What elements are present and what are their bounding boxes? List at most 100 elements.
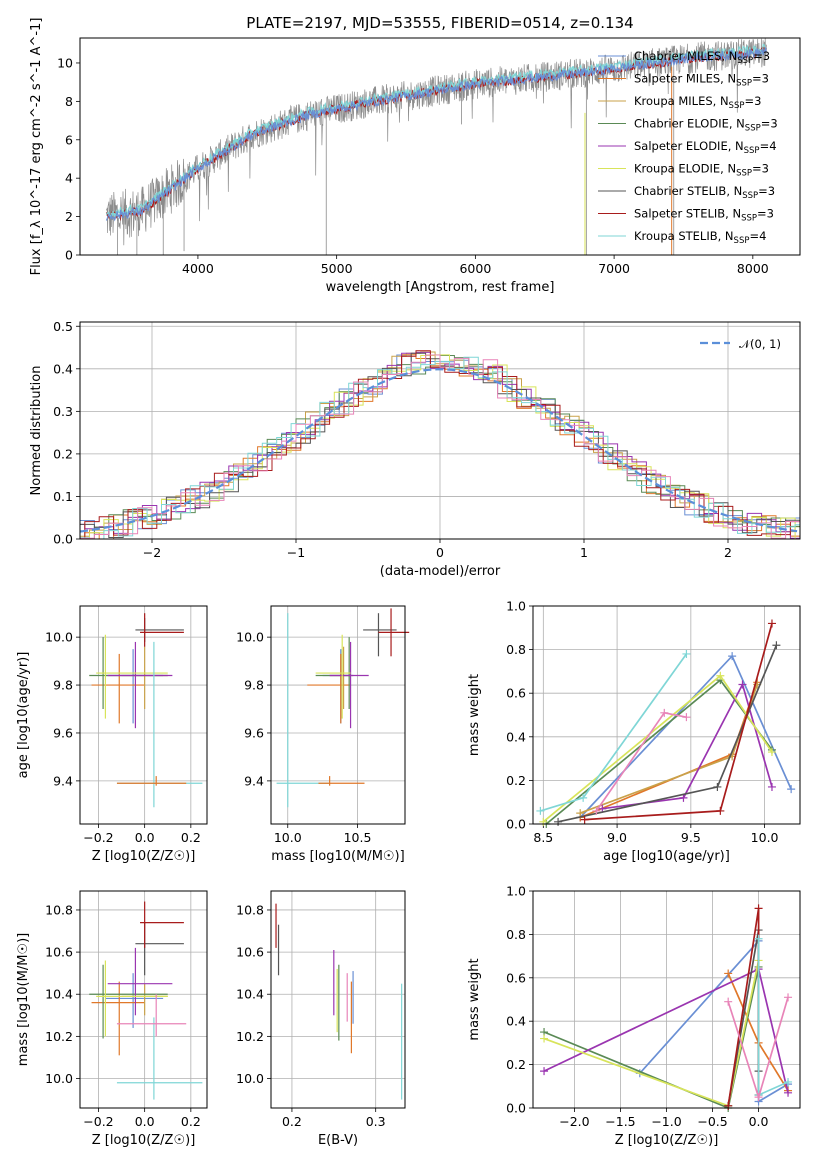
y-tick-label: 9.8 — [244, 678, 264, 693]
x-tick-label: 4000 — [182, 261, 214, 276]
y-tick-label: 9.6 — [244, 725, 264, 740]
panel-age-vs-Z: −0.2 0.0 0.2 9.4 9.6 9.8 10.0 Z [log10(Z/Z☉)] ag… — [16, 605, 208, 864]
x-tick-label: 0.0 — [749, 1114, 769, 1129]
weight-marker — [784, 993, 793, 1002]
y-tick-label: 10.4 — [45, 987, 73, 1002]
x-tick-label: 0.0 — [135, 1114, 155, 1129]
weight-marker — [660, 708, 669, 717]
x-axis-label: mass [log10(M/M☉)] — [271, 849, 404, 864]
legend-label: Salpeter STELIB, NSSP=3 — [634, 207, 774, 224]
y-tick-label: 0 — [65, 248, 73, 263]
y-tick-label: 0.0 — [506, 1101, 526, 1116]
x-tick-label: 8000 — [737, 261, 769, 276]
normal-curve — [80, 368, 798, 533]
weight-marker — [580, 815, 589, 824]
weight-marker — [767, 782, 776, 791]
x-tick-label: 0.2 — [181, 1114, 201, 1129]
y-tick-label: 10.0 — [236, 1071, 264, 1086]
weight-marker — [772, 641, 781, 650]
axes-frame — [532, 890, 801, 1109]
x-axis-label: Z [log10(Z/Z☉)] — [615, 1133, 719, 1148]
histogram-lines — [80, 350, 800, 539]
weight-marker — [576, 809, 585, 818]
axes-frame — [79, 605, 208, 825]
y-tick-label: 1.0 — [506, 884, 526, 899]
y-tick-label: 10.0 — [45, 1071, 73, 1086]
y-tick-label: 0.0 — [53, 532, 73, 547]
x-axis-label: E(B-V) — [318, 1133, 358, 1148]
y-tick-label: 10.6 — [236, 945, 264, 960]
x-tick-label: 0.0 — [135, 830, 155, 845]
weight-marker — [536, 806, 545, 815]
weight-marker — [784, 1077, 793, 1086]
y-tick-label: 10.0 — [45, 630, 73, 645]
y-tick-label: 10.8 — [236, 902, 264, 917]
y-tick-label: 2 — [65, 209, 73, 224]
weight-marker — [754, 904, 763, 913]
y-tick-label: 0.5 — [53, 319, 73, 334]
x-tick-label: −1.0 — [651, 1114, 681, 1129]
weight-line-ELODIE_Chabrier — [543, 966, 760, 1110]
x-tick-label: 6000 — [459, 261, 491, 276]
weight-marker — [713, 782, 722, 791]
panel-age-vs-mass: 10.0 10.5 9.4 9.6 9.8 10.0 mass [log10(M/M☉)] — [236, 605, 410, 864]
y-tick-label: 4 — [65, 171, 73, 186]
y-axis-label: age [log10(age/yr)] — [16, 652, 31, 779]
y-tick-label: 9.8 — [53, 678, 73, 693]
y-axis-label: Normed distribution — [29, 366, 44, 496]
y-tick-label: 9.4 — [244, 773, 264, 788]
y-tick-label: 6 — [65, 132, 73, 147]
axes-frame — [532, 605, 801, 825]
y-tick-label: 10 — [57, 55, 73, 70]
weight-marker — [754, 934, 763, 943]
panel-spectrum: 4000 5000 6000 7000 8000 0 2 4 6 8 10 wavelength [A… — [29, 18, 801, 295]
weight-marker — [724, 997, 733, 1006]
y-tick-label: 0.4 — [53, 361, 73, 376]
weight-marker — [724, 969, 733, 978]
x-tick-label: −0.5 — [697, 1114, 727, 1129]
legend-label: Salpeter ELODIE, NSSP=4 — [634, 139, 777, 156]
weight-marker — [716, 671, 725, 680]
weight-marker — [754, 1093, 763, 1102]
y-tick-label: 8 — [65, 94, 73, 109]
model-line-STELIB_Salpeter — [105, 46, 767, 221]
weight-marker — [728, 652, 737, 661]
x-axis-label: Z [log10(Z/Z☉)] — [92, 1133, 196, 1148]
y-tick-label: 9.6 — [53, 725, 73, 740]
y-tick-label: 0.8 — [506, 927, 526, 942]
x-tick-label: 0 — [436, 545, 444, 560]
y-axis-label: mass weight — [467, 674, 482, 756]
y-tick-label: 0.2 — [53, 446, 73, 461]
weight-marker — [767, 748, 776, 757]
y-tick-label: 9.4 — [53, 773, 73, 788]
panel-mass-vs-Z: −0.2 0.0 0.2 10.0 10.2 10.4 10.6 10.8 Z [log10(Z… — [16, 890, 208, 1148]
histogram-STELIB_Salpeter — [80, 350, 800, 539]
axes-frame — [270, 890, 406, 1109]
x-tick-label: 10.0 — [751, 830, 779, 845]
x-tick-label: 9.0 — [607, 830, 627, 845]
histogram-pink — [80, 354, 800, 539]
x-tick-label: 1 — [580, 545, 588, 560]
x-axis-label: age [log10(age/yr)] — [603, 849, 730, 864]
model-line-MILES_Chabrier — [105, 47, 767, 222]
y-tick-label: 0.4 — [506, 1014, 526, 1029]
legend-label: Chabrier ELODIE, NSSP=3 — [634, 117, 778, 134]
y-tick-label: 0.0 — [506, 817, 526, 832]
y-tick-label: 0.3 — [53, 404, 73, 419]
weight-marker — [554, 817, 563, 826]
legend-label: Chabrier STELIB, NSSP=3 — [634, 184, 775, 201]
weight-marker — [738, 680, 747, 689]
y-tick-label: 10.8 — [45, 902, 73, 917]
y-tick-label: 0.8 — [506, 642, 526, 657]
x-tick-label: 0.2 — [282, 1114, 302, 1129]
weight-marker — [682, 649, 691, 658]
x-tick-label: −0.2 — [83, 830, 113, 845]
x-tick-label: 0.2 — [181, 830, 201, 845]
histogram-ELODIE_Kroupa — [80, 354, 800, 539]
x-tick-label: 10.5 — [344, 830, 372, 845]
weight-line-STELIB_Chabrier — [557, 644, 778, 823]
weight-line-ELODIE_Kroupa — [543, 960, 760, 1107]
axes-frame — [79, 321, 801, 540]
x-tick-label: 9.5 — [681, 830, 701, 845]
weight-marker — [592, 806, 601, 815]
